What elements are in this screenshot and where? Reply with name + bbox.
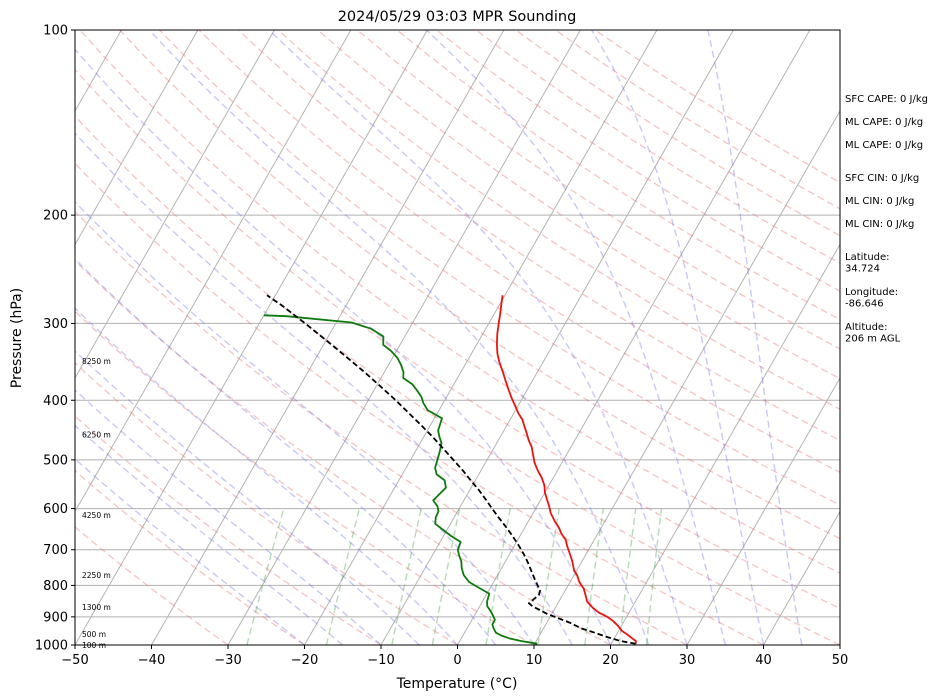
isotherm-line (151, 30, 505, 645)
stats-entry: ML CAPE: 0 J/kg (845, 117, 923, 128)
isotherm-line (380, 30, 734, 645)
mixing-ratio-line (584, 508, 605, 645)
x-tick-label: 50 (832, 653, 849, 668)
stats-entry: ML CIN: 0 J/kg (845, 219, 914, 230)
y-tick-label: 100 (43, 24, 68, 39)
isotherm-line (304, 30, 658, 645)
moist-adiabat-line (75, 48, 612, 645)
stats-panel: SFC CAPE: 0 J/kg ML CAPE: 0 J/kg ML CAPE: … (845, 94, 928, 345)
y-tick-label: 200 (43, 209, 68, 224)
x-tick-label: 30 (679, 653, 696, 668)
parcel-profile-line (266, 294, 636, 645)
mixing-ratio-line (645, 508, 663, 645)
mixing-ratio-line (246, 508, 285, 645)
isotherm-line (610, 243, 840, 645)
dry-adiabat-line (119, 30, 840, 540)
stats-entry: Longitude: -86.646 (845, 287, 898, 310)
dry-adiabat-line (75, 162, 764, 645)
stats-entry: SFC CIN: 0 J/kg (845, 173, 919, 184)
chart-title: 2024/05/29 03:03 MPR Sounding (338, 9, 577, 25)
mixing-ratio-line (537, 508, 560, 645)
isotherm-line (686, 376, 840, 645)
moist-adiabat-line (75, 307, 459, 645)
height-labels: 100 m 500 m 1300 m 2250 m 4250 m 6250 m 8250 m (82, 357, 111, 650)
height-label: 2250 m (82, 571, 111, 580)
y-tick-label: 300 (43, 317, 68, 332)
dry-adiabat-line (75, 469, 305, 645)
x-tick-label: 20 (602, 653, 619, 668)
dry-adiabat-line (396, 30, 840, 321)
moist-adiabat-line (426, 30, 726, 645)
moist-adiabat-line (590, 30, 765, 645)
height-label: 6250 m (82, 431, 111, 440)
dry-adiabat-line (75, 210, 688, 645)
y-tick-label: 400 (43, 394, 68, 409)
dry-adiabat-line (436, 30, 840, 292)
height-label: 500 m (82, 630, 106, 639)
x-tick-label: 10 (526, 653, 543, 668)
x-tick-label: −30 (214, 653, 241, 668)
stats-entry: ML CIN: 0 J/kg (845, 196, 914, 207)
stats-entry: Altitude: 206 m AGL (845, 322, 901, 345)
y-tick-label: 900 (43, 610, 68, 625)
x-tick-label: −40 (138, 653, 165, 668)
mixing-ratio-line (325, 508, 360, 645)
y-tick-label: 800 (43, 579, 68, 594)
stats-entry: SFC CAPE: 0 J/kg (845, 94, 928, 105)
height-label: 1300 m (82, 603, 111, 612)
x-tick-label: −50 (61, 653, 88, 668)
isotherm-line (763, 510, 840, 645)
axis-ticks: −50 −40 −30 −20 −10 0 10 20 30 40 50 1000 900 800 700 6… (35, 24, 848, 669)
moist-adiabat-line (75, 132, 573, 645)
y-tick-label: 500 (43, 453, 68, 468)
height-label: 100 m (82, 641, 106, 650)
stats-entry: ML CAPE: 0 J/kg (845, 140, 923, 151)
moist-adiabat-line (75, 200, 535, 645)
moist-adiabat-line (148, 30, 650, 645)
stats-entry: Latitude: 34.724 (845, 252, 890, 275)
x-axis-label: Temperature (°C) (396, 676, 518, 692)
dry-adiabat-line (75, 259, 611, 645)
mixing-ratio-line (391, 508, 422, 645)
isotherm-line (75, 30, 352, 513)
height-label: 4250 m (82, 511, 111, 520)
sounding-series (263, 294, 637, 645)
isotherm-line (457, 30, 811, 645)
moist-adiabat-line (75, 389, 382, 645)
y-axis-label: Pressure (hPa) (9, 288, 25, 388)
moist-adiabat-line (268, 30, 688, 645)
mixing-ratio-line (618, 508, 637, 645)
dry-adiabat-line (75, 68, 840, 610)
x-tick-label: 0 (453, 653, 461, 668)
moist-adiabat-line (707, 30, 803, 645)
height-label: 8250 m (82, 357, 111, 366)
moist-adiabat-line (75, 350, 420, 645)
moist-adiabat-line (75, 458, 305, 645)
x-tick-label: −10 (367, 653, 394, 668)
mixing-ratio-line (485, 508, 511, 645)
dry-adiabat-line (75, 415, 382, 645)
moist-adiabat-line (75, 424, 344, 645)
x-tick-label: −20 (291, 653, 318, 668)
temperature-profile-line (496, 295, 637, 644)
y-tick-label: 700 (43, 543, 68, 558)
dry-adiabat-line (356, 30, 840, 350)
isotherm-line (75, 30, 275, 379)
x-tick-label: 40 (755, 653, 772, 668)
dewpoint-profile-line (263, 314, 538, 645)
y-tick-label: 600 (43, 502, 68, 517)
dry-adiabat-line (75, 362, 458, 645)
dry-adiabat-line (79, 30, 840, 574)
y-tick-label: 1000 (35, 639, 68, 654)
isotherm-line (75, 30, 199, 246)
isotherm-line (533, 109, 840, 645)
dry-adiabat-line (158, 30, 840, 506)
reference-lines (75, 30, 840, 645)
isotherm-line (75, 30, 428, 645)
moist-adiabat-line (75, 258, 497, 645)
isotherm-line (227, 30, 581, 645)
